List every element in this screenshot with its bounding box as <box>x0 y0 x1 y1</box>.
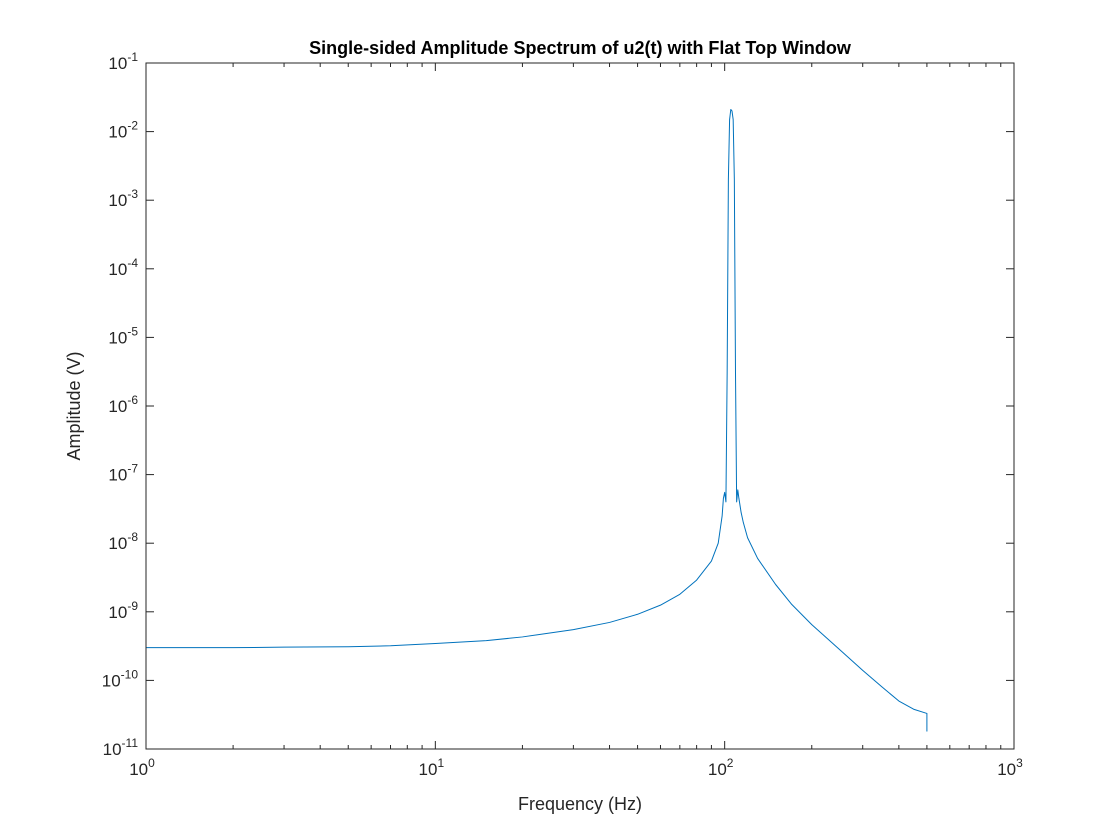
y-tick-label: 10-5 <box>108 324 138 347</box>
series-line <box>146 109 928 732</box>
tick-labels-layer: 100 101 102 103 10-11 10-10 10-9 10-8 10-7 10-6 10… <box>102 50 1023 779</box>
x-axis-label: Frequency (Hz) <box>518 794 642 814</box>
y-tick-label: 10-11 <box>103 736 139 759</box>
y-tick-label: 10-10 <box>102 667 139 690</box>
x-tick-label: 101 <box>419 756 445 779</box>
y-tick-label: 10-8 <box>108 530 138 553</box>
y-tick-label: 10-2 <box>108 119 138 142</box>
y-tick-label: 10-3 <box>108 187 138 210</box>
x-tick-label: 100 <box>129 756 155 779</box>
y-tick-label: 10-9 <box>108 599 138 622</box>
plot-background <box>146 63 1014 749</box>
series-layer <box>146 109 928 732</box>
y-axis-label: Amplitude (V) <box>64 351 84 460</box>
y-tick-label: 10-1 <box>108 50 138 73</box>
x-tick-label: 103 <box>997 756 1023 779</box>
y-tick-label: 10-6 <box>108 393 138 416</box>
x-tick-label: 102 <box>708 756 734 779</box>
y-tick-label: 10-7 <box>108 462 138 485</box>
plot-frame <box>145 62 1015 750</box>
ticks-layer <box>145 62 1015 750</box>
y-tick-label: 10-4 <box>108 256 138 279</box>
chart-title: Single-sided Amplitude Spectrum of u2(t)… <box>309 38 852 58</box>
